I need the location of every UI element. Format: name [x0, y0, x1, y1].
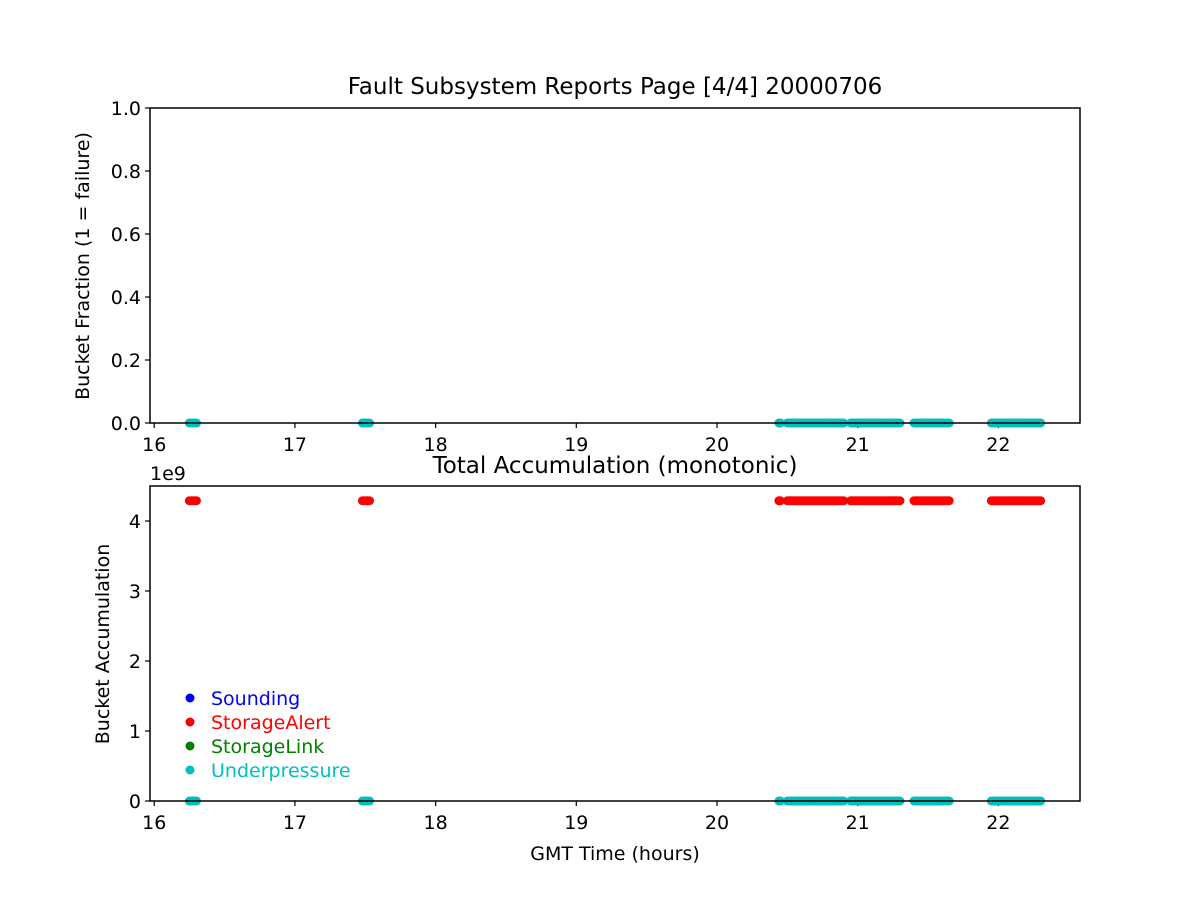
- fraction-x-tick-label: 17: [283, 434, 307, 456]
- accumulation-y-tick-label: 1: [129, 721, 141, 743]
- legend-label-storagealert: StorageAlert: [211, 712, 331, 734]
- accumulation-y-tick-label: 3: [129, 581, 141, 603]
- fraction-x-tick-label: 20: [705, 434, 729, 456]
- accumulation-y-tick-label: 4: [129, 511, 141, 533]
- fraction-plot-title: Fault Subsystem Reports Page [4/4] 20000…: [348, 74, 883, 100]
- legend-label-sounding: Sounding: [211, 688, 300, 710]
- accumulation-y-tick-label: 2: [129, 651, 141, 673]
- accumulation-plot: Total Accumulation (monotonic) 1e9 Bucke…: [92, 453, 1081, 865]
- fraction-y-tick-label: 0.8: [111, 161, 141, 183]
- accumulation-point-storagealert: [364, 496, 374, 506]
- accumulation-axis-ticks: 16 17 18 19 20 21 22 0 1 2 3 4: [129, 511, 1011, 834]
- fraction-x-tick-label: 19: [564, 434, 588, 456]
- accumulation-legend: SoundingStorageAlertStorageLinkUnderpres…: [185, 688, 351, 782]
- fraction-y-tick-label: 0.4: [111, 287, 141, 309]
- accumulation-point-storagealert: [895, 496, 905, 506]
- accumulation-data-points: [184, 496, 1046, 806]
- accumulation-y-scale-label: 1e9: [150, 463, 186, 485]
- fraction-axis-ticks: 16 17 18 19 20 21 22 0.0 0.2 0.4 0.6 0.8 1.0: [111, 98, 1011, 456]
- accumulation-point-storagealert: [191, 496, 201, 506]
- accumulation-plot-title: Total Accumulation (monotonic): [432, 453, 798, 479]
- fraction-x-tick-label: 18: [424, 434, 448, 456]
- legend-marker-underpressure: [185, 765, 195, 775]
- fraction-y-tick-label: 0.2: [111, 350, 141, 372]
- accumulation-point-storagealert: [944, 496, 954, 506]
- accumulation-point-storagealert: [839, 496, 849, 506]
- legend-label-storagelink: StorageLink: [211, 736, 324, 758]
- legend-label-underpressure: Underpressure: [211, 760, 351, 782]
- fraction-plot-frame: [149, 107, 1081, 424]
- accumulation-point-storagealert: [775, 496, 785, 506]
- accumulation-x-tick-label: 18: [424, 812, 448, 834]
- accumulation-x-tick-label: 16: [142, 812, 166, 834]
- fraction-plot: Fault Subsystem Reports Page [4/4] 20000…: [72, 74, 1081, 456]
- accumulation-x-tick-label: 19: [564, 812, 588, 834]
- accumulation-y-axis-label: Bucket Accumulation: [92, 544, 114, 745]
- fraction-x-tick-label: 22: [986, 434, 1010, 456]
- accumulation-y-tick-label: 0: [129, 791, 141, 813]
- legend-marker-storagelink: [185, 741, 195, 751]
- accumulation-point-storagealert: [1036, 496, 1046, 506]
- legend-marker-storagealert: [185, 717, 195, 727]
- fraction-x-tick-label: 21: [846, 434, 870, 456]
- accumulation-plot-frame: [149, 485, 1081, 802]
- accumulation-x-tick-label: 20: [705, 812, 729, 834]
- fraction-x-tick-label: 16: [142, 434, 166, 456]
- accumulation-x-tick-label: 22: [986, 812, 1010, 834]
- fraction-y-tick-label: 1.0: [111, 98, 141, 120]
- fraction-y-tick-label: 0.6: [111, 224, 141, 246]
- accumulation-x-axis-label: GMT Time (hours): [530, 843, 700, 865]
- legend-marker-sounding: [185, 693, 195, 703]
- fraction-y-tick-label: 0.0: [111, 413, 141, 435]
- fraction-y-axis-label: Bucket Fraction (1 = failure): [72, 132, 94, 400]
- accumulation-x-tick-label: 21: [846, 812, 870, 834]
- accumulation-x-tick-label: 17: [283, 812, 307, 834]
